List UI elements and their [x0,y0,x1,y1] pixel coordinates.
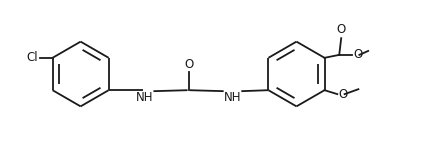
Text: Cl: Cl [26,51,38,64]
Text: O: O [353,48,362,61]
Text: O: O [184,58,193,71]
Text: NH: NH [224,91,241,104]
Text: NH: NH [136,91,153,104]
Text: O: O [338,88,348,101]
Text: O: O [337,23,346,36]
